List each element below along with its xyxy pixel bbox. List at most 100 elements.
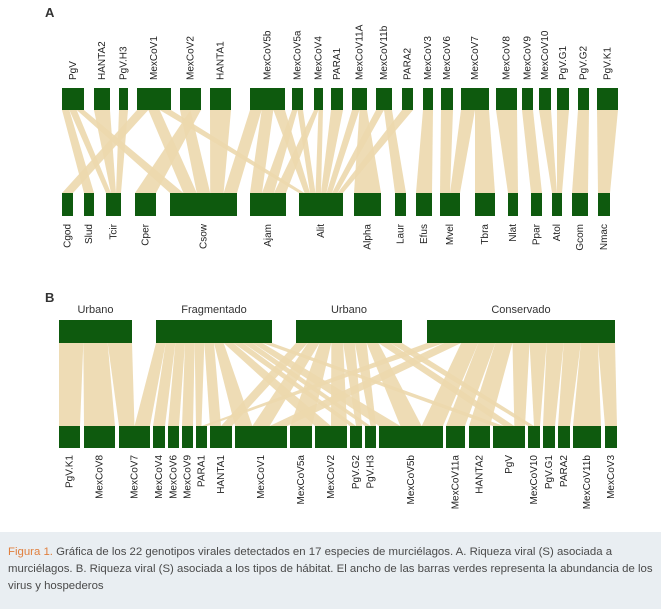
link-mexcov3-efus: [416, 110, 433, 193]
top-node-bar-mexcov2: [180, 88, 201, 110]
top-node-label-pgv-k1: PgV.K1: [603, 47, 614, 80]
link-conservado-3-mexcov5b: [421, 343, 479, 426]
link-urbano-2-mexcov1: [252, 343, 320, 426]
top-node-label-mexcov8: MexCoV8: [502, 36, 513, 80]
panel-a-network: PgV HANTA2 PgV.H3 MexCoV1 MexCoV2 HANTA1 MexCo…: [62, 24, 618, 251]
link-fragmentado-1-mexcov4: [153, 343, 176, 426]
virus-label-mexcov7: MexCoV7: [130, 455, 141, 499]
top-node-label-mexcov1: MexCoV1: [149, 36, 160, 80]
link-conservado-3-para2: [558, 343, 581, 426]
bottom-node-bar-ajam: [250, 193, 286, 216]
virus-label-mexcov1: MexCoV1: [256, 455, 267, 499]
bottom-node-bar-hanta2: [469, 426, 490, 448]
link-pgv-g2-gcom: [572, 110, 589, 193]
bottom-node-label-gcom: Gcom: [575, 224, 586, 251]
link-hanta1-csow: [210, 110, 231, 193]
bottom-node-bar-csow: [170, 193, 237, 216]
top-node-bar-mexcov10: [539, 88, 551, 110]
top-node-label-mexcov10: MexCoV10: [540, 30, 551, 80]
top-node-label-hanta1: HANTA1: [216, 41, 227, 80]
link-conservado-3-mexcov11a: [446, 343, 496, 426]
bottom-node-bar-tbra: [475, 193, 495, 216]
top-node-bar-mexcov1: [137, 88, 171, 110]
link-conservado-3-pgv: [512, 343, 530, 426]
bottom-node-bar-cper: [135, 193, 156, 216]
bottom-node-bar-pgv-h3: [365, 426, 376, 448]
link-conservado-3-mexcov10: [529, 343, 547, 426]
virus-label-mexcov9: MexCoV9: [183, 455, 194, 499]
bottom-node-bar-mexcov5a: [290, 426, 312, 448]
panel-a-label: A: [45, 5, 55, 20]
top-node-label-mexcov11b: MexCoV11b: [379, 25, 390, 80]
bottom-node-bar-alit: [299, 193, 343, 216]
top-node-label-mexcov9: MexCoV9: [523, 36, 534, 80]
link-conservado-3-mexcov3: [597, 343, 617, 426]
link-mexcov5a-alit: [297, 110, 316, 193]
link-para1-alit: [321, 110, 343, 193]
virus-label-mexcov5b: MexCoV5b: [406, 455, 417, 505]
bottom-node-bar-mexcov9: [182, 426, 193, 448]
link-fragmentado-1-mexcov5b: [252, 343, 401, 426]
top-node-bar-hanta1: [210, 88, 231, 110]
virus-label-mexcov6: MexCoV6: [169, 455, 180, 499]
link-pgv-k1-nmac: [597, 110, 618, 193]
bottom-node-label-nmac: Nmac: [599, 224, 610, 250]
bottom-node-bar-mexcov10: [528, 426, 540, 448]
link-mexcov8-nlat: [496, 110, 518, 193]
link-urbano-0-mexcov8: [83, 343, 115, 426]
link-pgv-g1-atol: [557, 110, 569, 193]
virus-label-pgv-k1: PgV.K1: [65, 455, 76, 488]
link-mexcov1-alit: [159, 110, 305, 193]
bottom-node-label-tcir: Tcir: [109, 223, 120, 239]
top-node-label-para2: PARA2: [403, 48, 414, 80]
bottom-node-bar-para1: [196, 426, 207, 448]
virus-label-pgv: PgV: [504, 455, 515, 474]
link-para2-alit: [337, 110, 413, 193]
link-fragmentado-1-mexcov9: [182, 343, 195, 426]
link-fragmentado-1-mexcov6: [168, 343, 185, 426]
virus-label-mexcov10: MexCoV10: [529, 455, 540, 505]
top-node-label-mexcov5a: MexCoV5a: [293, 30, 304, 80]
bottom-node-bar-mexcov11a: [446, 426, 465, 448]
top-node-bar-para2: [402, 88, 413, 110]
top-node-label-pgv-h3: PgV.H3: [119, 46, 130, 80]
link-urbano-2-mexcov10: [390, 343, 534, 426]
top-node-label-mexcov6: MexCoV6: [442, 36, 453, 80]
virus-label-pgv-g1: PgV.G1: [544, 455, 555, 490]
bottom-node-label-efus: Efus: [419, 224, 430, 244]
habitat-label-urbano-0: Urbano: [77, 304, 113, 316]
top-node-bar-mexcov5b: [250, 88, 285, 110]
virus-label-mexcov11b: MexCoV11b: [582, 455, 593, 510]
link-mexcov4-alit: [315, 110, 323, 193]
link-fragmentado-1-hanta1: [204, 343, 221, 426]
bottom-node-bar-hanta1: [210, 426, 232, 448]
link-mexcov5b-csow: [223, 110, 262, 193]
top-node-bar-mexcov7: [461, 88, 489, 110]
bottom-node-bar-mexcov4: [153, 426, 165, 448]
bottom-node-label-cgod: Cgod: [63, 224, 74, 248]
bottom-node-label-tbra: Tbra: [480, 224, 491, 245]
top-node-label-para1: PARA1: [332, 48, 343, 80]
link-mexcov5b-ajam: [250, 110, 274, 193]
bottom-node-label-cper: Cper: [141, 223, 152, 245]
virus-label-hanta2: HANTA2: [475, 455, 486, 494]
link-mexcov2-cper: [135, 110, 201, 193]
top-node-bar-mexcov8: [496, 88, 517, 110]
bottom-node-bar-laur: [395, 193, 406, 216]
top-node-bar-mexcov4: [314, 88, 323, 110]
link-conservado-3-hanta2: [469, 343, 513, 426]
link-mexcov4-ajam: [274, 110, 319, 193]
link-conservado-3-mexcov11b: [573, 343, 601, 426]
link-conservado-3-pgv-g1: [543, 343, 564, 426]
bottom-node-label-mvel: Mvel: [445, 224, 456, 245]
link-urbano-0-mexcov7: [107, 343, 135, 426]
top-node-bar-pgv-g1: [557, 88, 569, 110]
bottom-node-label-atol: Atol: [552, 224, 563, 241]
link-fragmentado-1-mexcov7: [134, 343, 166, 426]
bottom-node-bar-slud: [84, 193, 94, 216]
bottom-node-bar-mvel: [440, 193, 460, 216]
link-conservado-3-mexcov1: [269, 343, 462, 426]
top-node-label-mexcov2: MexCoV2: [186, 36, 197, 80]
link-urbano-2-mexcov5a: [290, 343, 332, 426]
top-node-label-mexcov5b: MexCoV5b: [263, 30, 274, 80]
